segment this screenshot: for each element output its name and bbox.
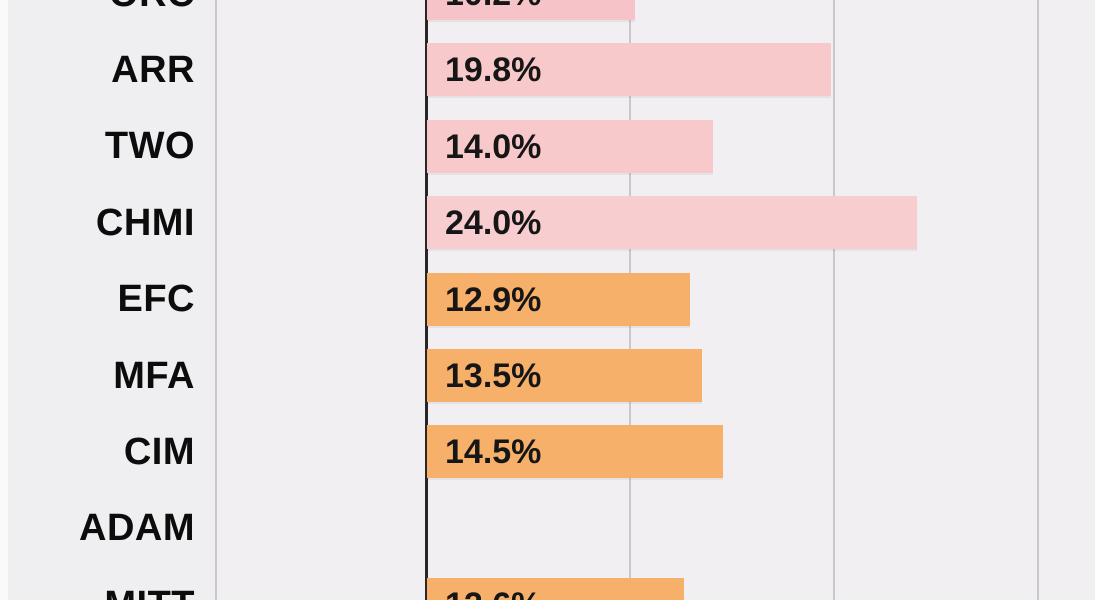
- value-label: 19.8%: [445, 50, 542, 89]
- bar: 12.9%: [427, 273, 690, 326]
- ticker-label: ARR: [111, 49, 195, 91]
- ticker-label: MITT: [0, 586, 195, 600]
- bar: 24.0%: [427, 196, 917, 249]
- bar: 14.0%: [427, 120, 713, 173]
- ticker-label: MFA: [113, 355, 195, 397]
- value-label: 12.6%: [427, 588, 541, 600]
- ticker-label: ORC: [0, 0, 195, 13]
- ticker-label: TWO: [104, 125, 195, 167]
- zero-axis-line: [425, 0, 428, 600]
- ticker-label: CIM: [123, 431, 195, 473]
- value-label: 14.5%: [445, 432, 542, 471]
- gridline-20pct: [833, 0, 835, 600]
- value-label: 13.5%: [445, 356, 542, 395]
- value-label: 10.2%: [427, 0, 541, 11]
- label-column-separator: [215, 0, 217, 600]
- bar: 12.6%: [427, 578, 684, 600]
- bar: 19.8%: [427, 43, 831, 96]
- bar: 13.5%: [427, 349, 702, 402]
- value-label: 24.0%: [445, 203, 542, 242]
- bar: 10.2%: [427, 0, 635, 20]
- value-label: 14.0%: [445, 127, 542, 166]
- ticker-label: CHMI: [95, 202, 195, 244]
- value-label: 12.9%: [445, 280, 542, 319]
- gridline-30pct: [1037, 0, 1039, 600]
- bar: 14.5%: [427, 425, 723, 478]
- ticker-label: EFC: [117, 278, 195, 320]
- ticker-label-column: [8, 0, 216, 600]
- left-edge-strip: [0, 0, 8, 600]
- ticker-label: ADAM: [79, 507, 195, 549]
